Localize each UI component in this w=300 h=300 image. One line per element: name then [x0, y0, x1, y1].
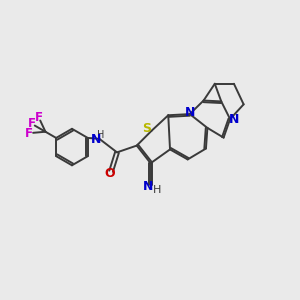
Text: N: N [91, 133, 102, 146]
Text: H: H [97, 130, 104, 140]
Text: F: F [27, 117, 35, 130]
Text: S: S [142, 122, 152, 135]
Text: N: N [229, 112, 240, 126]
Text: N: N [143, 180, 153, 193]
Text: H: H [153, 185, 161, 195]
Text: F: F [25, 127, 33, 140]
Text: N: N [184, 106, 195, 118]
Text: O: O [104, 167, 115, 180]
Text: F: F [34, 111, 43, 124]
